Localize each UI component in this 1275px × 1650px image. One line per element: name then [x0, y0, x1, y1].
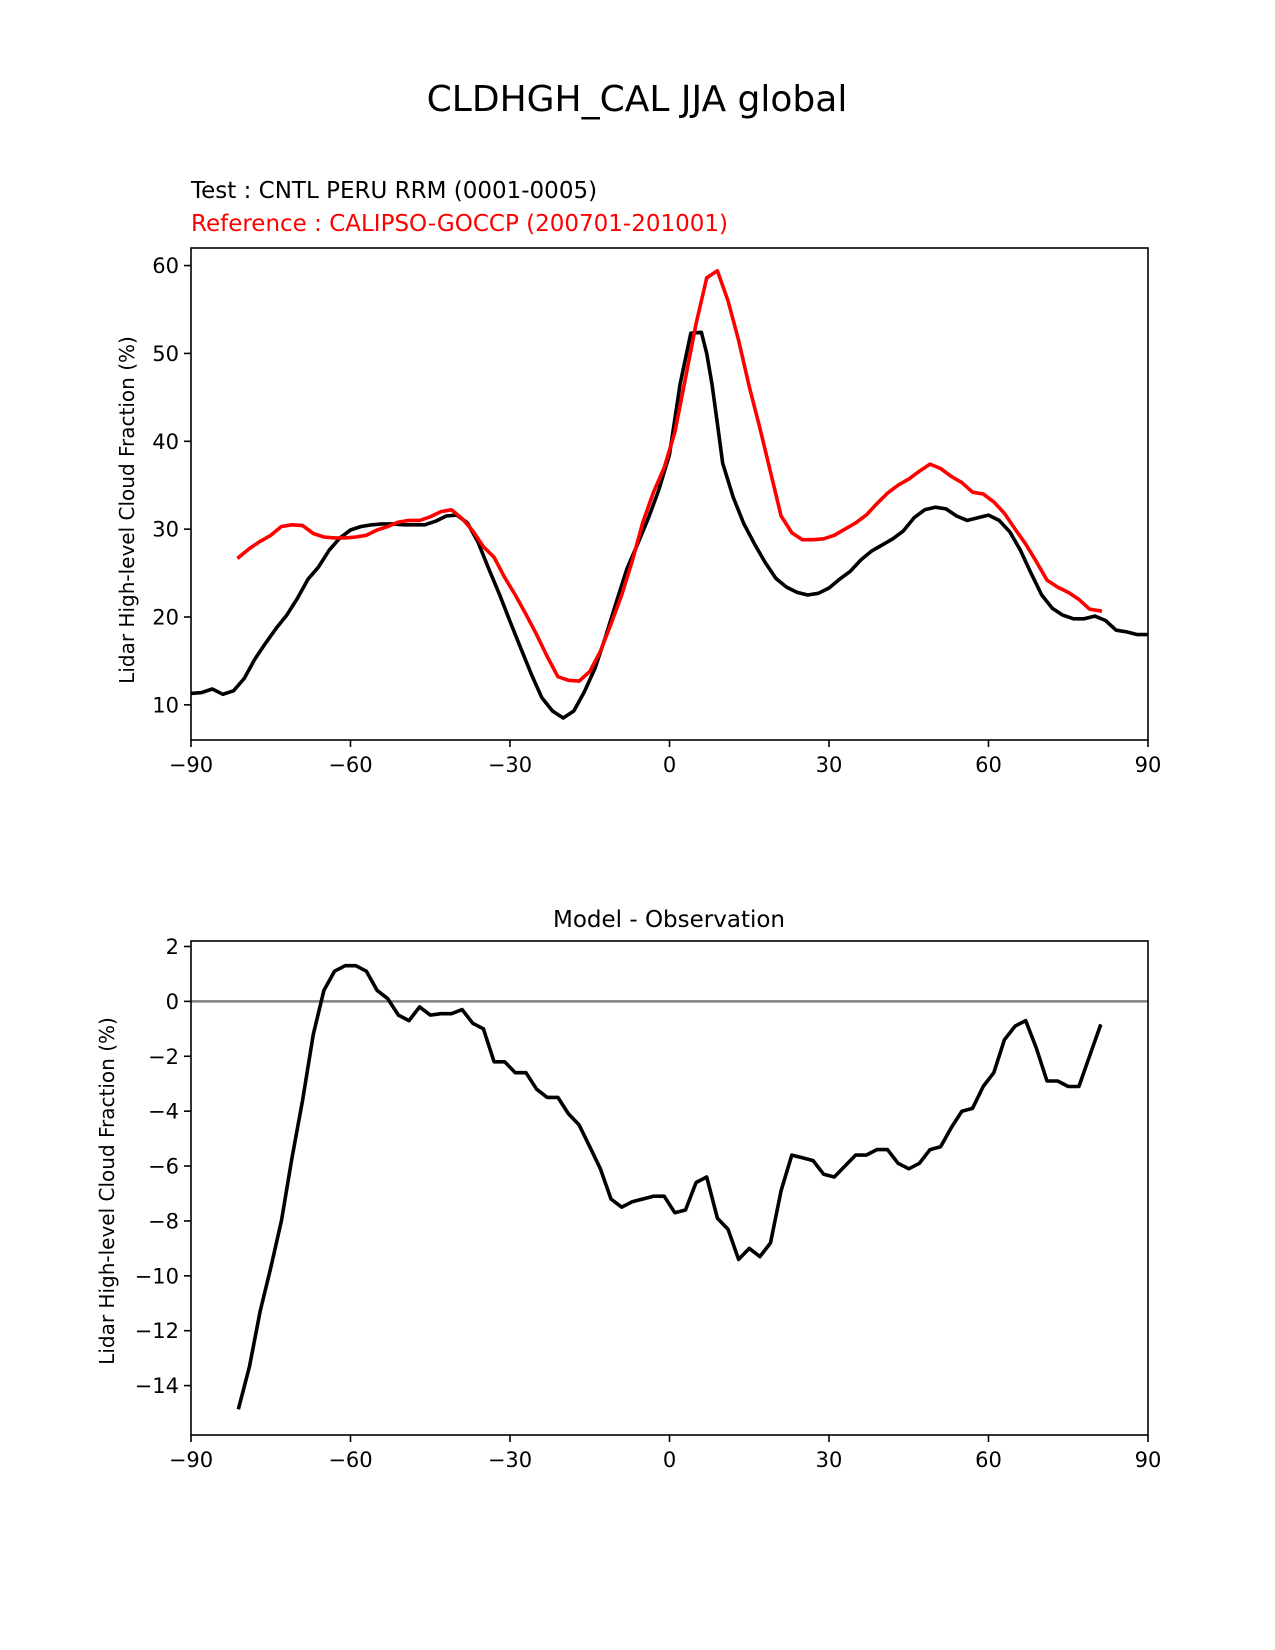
top-ytick-label: 10	[152, 693, 179, 717]
top-xtick-label: 60	[975, 753, 1002, 777]
top-plot-area: −90 −60 −30 0 30 60 90 10 20 30 40 50 60	[152, 247, 1162, 777]
top-ytick-label: 60	[152, 254, 179, 278]
bottom-plot-area: −90 −60 −30 0 30 60 90 2 0 −2 −4 −6 −8 −10 −12 −14	[135, 935, 1162, 1472]
bottom-ytick-label: −2	[148, 1045, 179, 1069]
top-series-reference	[236, 268, 1103, 683]
top-ytick-label: 20	[152, 606, 179, 630]
bottom-xtick-label: 90	[1135, 1448, 1162, 1472]
top-xtick-label: 30	[816, 753, 843, 777]
bottom-title: Model - Observation	[553, 907, 785, 933]
top-xtick-label: 0	[663, 753, 676, 777]
top-xtick-label: −60	[328, 753, 372, 777]
top-xtick-label: −30	[488, 753, 532, 777]
top-panel: Test : CNTL PERU RRM (0001-0005) Referen…	[115, 178, 1161, 777]
bottom-ytick-label: −12	[135, 1319, 179, 1343]
top-ytick-label: 40	[152, 430, 179, 454]
bottom-xtick-label: 60	[975, 1448, 1002, 1472]
top-ylabel: Lidar High-level Cloud Fraction (%)	[115, 336, 139, 684]
top-axes-frame	[190, 247, 1149, 741]
test-label: Test : CNTL PERU RRM (0001-0005)	[190, 178, 597, 204]
bottom-panel: Model - Observation Lidar High-level Clo…	[95, 907, 1161, 1472]
bottom-ytick-label: 0	[166, 990, 179, 1014]
bottom-xtick-label: −90	[169, 1448, 213, 1472]
bottom-xtick-label: −60	[328, 1448, 372, 1472]
top-xtick-label: 90	[1135, 753, 1162, 777]
bottom-ytick-label: −14	[135, 1374, 179, 1398]
suptitle: CLDHGH_CAL JJA global	[427, 79, 848, 120]
bottom-ytick-label: −10	[135, 1264, 179, 1288]
bottom-ytick-label: −6	[148, 1155, 179, 1179]
bottom-ylabel: Lidar High-level Cloud Fraction (%)	[95, 1017, 119, 1365]
bottom-xtick-label: 30	[816, 1448, 843, 1472]
bottom-ytick-label: −8	[148, 1209, 179, 1233]
top-xtick-label: −90	[169, 753, 213, 777]
bottom-xtick-label: −30	[488, 1448, 532, 1472]
bottom-ytick-label: 2	[166, 935, 179, 959]
reference-label: Reference : CALIPSO-GOCCP (200701-201001…	[191, 211, 728, 237]
bottom-xtick-label: 0	[663, 1448, 676, 1472]
bottom-axes-frame	[190, 940, 1149, 1436]
bottom-ytick-label: −4	[148, 1100, 179, 1124]
top-ytick-label: 30	[152, 518, 179, 542]
bottom-series-model-observation	[236, 963, 1103, 1410]
top-ytick-label: 50	[152, 342, 179, 366]
top-series-test	[191, 330, 1148, 720]
